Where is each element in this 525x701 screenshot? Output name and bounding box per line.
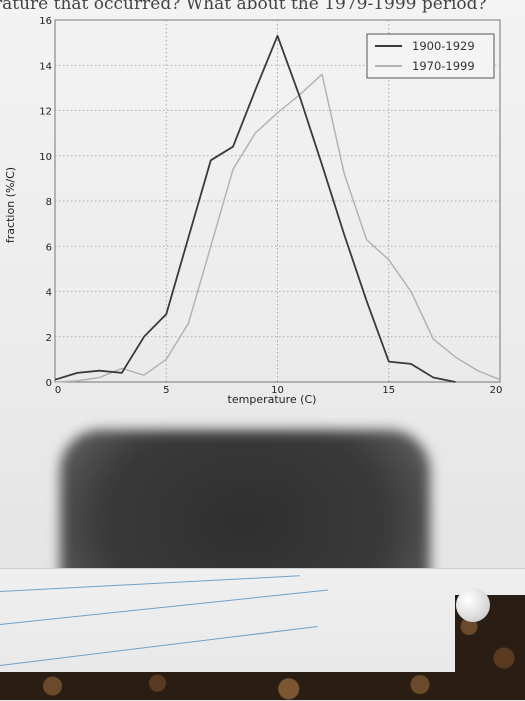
x-tick-label: 20 [490,385,503,396]
question-text: rature that occurred? What about the 197… [0,0,487,14]
legend-label-1970-1999: 1970-1999 [412,59,475,73]
series-line-1970-1999 [54,73,501,383]
y-tick-labels: 0 2 4 6 8 10 12 14 16 [39,16,52,389]
y-tick-label: 4 [46,288,52,299]
x-tick-label: 0 [55,385,61,396]
x-tick-label: 10 [271,385,284,396]
leopard-fabric-bottom [0,672,525,700]
x-tick-label: 15 [382,385,395,396]
x-axis-label: temperature (C) [228,393,317,406]
notebook-rule-line [0,626,318,666]
series-line-1900-1929 [54,34,456,383]
y-tick-label: 8 [46,197,52,208]
grid-layer [55,20,500,382]
y-tick-label: 12 [39,107,52,118]
legend-label-1900-1929: 1900-1929 [412,39,475,53]
pearl-bead [456,588,490,622]
legend: 1900-1929 1970-1999 [366,33,495,79]
y-tick-label: 10 [39,152,52,163]
series-layer [54,34,501,383]
y-tick-label: 6 [46,242,52,253]
notebook-rule-line [0,575,300,592]
legend-box [366,33,495,79]
y-tick-label: 0 [46,378,52,389]
x-tick-labels: 0 5 10 15 20 [55,385,503,396]
x-tick-label: 5 [163,385,169,396]
y-axis-label: fraction (%/C) [4,167,17,243]
notebook-rule-line [0,589,329,625]
y-tick-label: 2 [46,333,52,344]
y-tick-label: 16 [39,16,52,27]
y-tick-label: 14 [39,61,52,72]
